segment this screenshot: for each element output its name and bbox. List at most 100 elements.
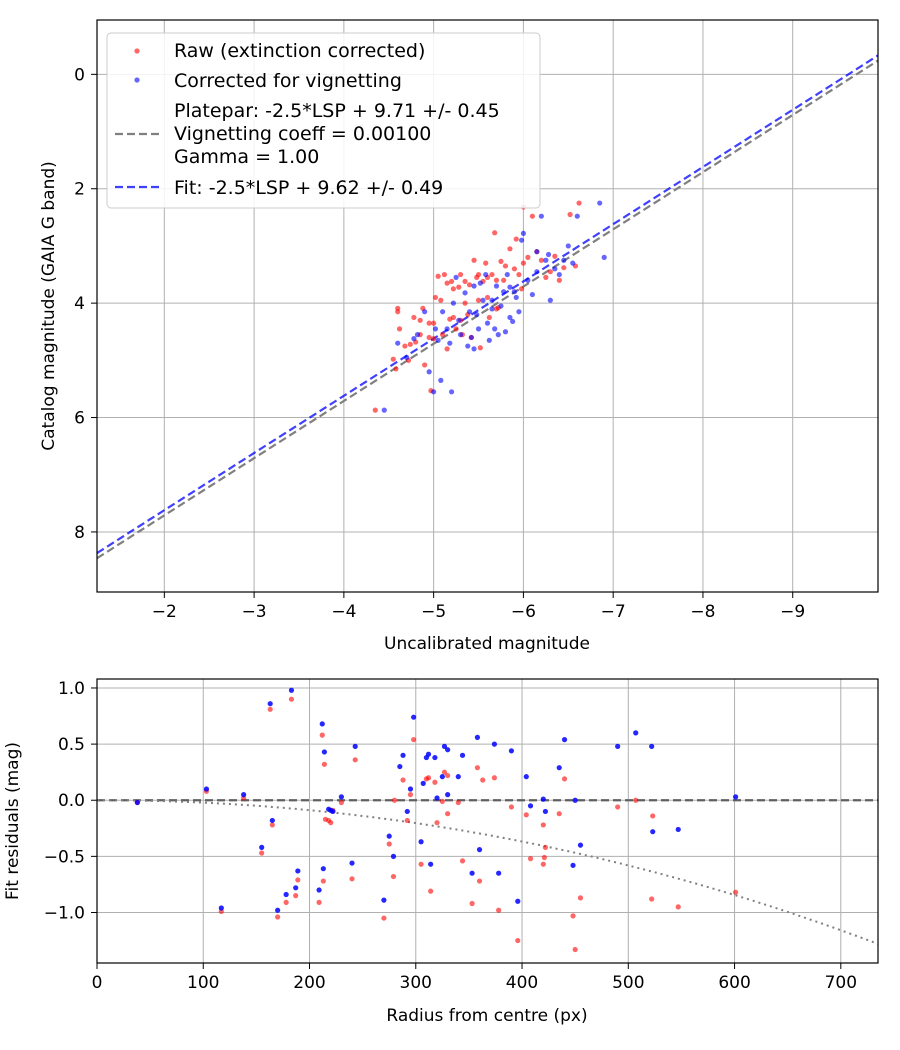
corrected-point bbox=[545, 251, 552, 258]
legend-label-platepar: Platepar: -2.5*LSP + 9.71 +/- 0.45 Vigne… bbox=[174, 100, 506, 168]
corrected-point bbox=[565, 243, 571, 249]
raw-point bbox=[457, 271, 464, 278]
top-y-tick-label: 2 bbox=[74, 180, 85, 200]
corrected-point bbox=[471, 283, 477, 289]
raw-residual-point bbox=[650, 813, 656, 819]
raw-point bbox=[519, 286, 525, 292]
raw-residual-point bbox=[733, 889, 739, 895]
corrected-residual-point bbox=[434, 795, 440, 801]
corrected-point bbox=[404, 354, 410, 361]
raw-residual-point bbox=[338, 799, 344, 806]
corrected-residual-point bbox=[615, 743, 621, 749]
top-x-tick-label: −6 bbox=[511, 602, 536, 622]
top-x-tick-label: −9 bbox=[780, 602, 805, 622]
corrected-point bbox=[510, 318, 516, 325]
corrected-point bbox=[447, 340, 453, 346]
corrected-point bbox=[504, 271, 510, 278]
legend-box bbox=[106, 32, 541, 209]
corrected-residual-point bbox=[381, 897, 387, 903]
corrected-point bbox=[457, 332, 464, 338]
bottom-axes-frame bbox=[96, 678, 879, 964]
raw-residual-point bbox=[515, 937, 521, 944]
raw-residual-point bbox=[349, 876, 355, 882]
corrected-point bbox=[438, 377, 444, 383]
corrected-point bbox=[477, 280, 483, 286]
raw-point bbox=[561, 265, 567, 271]
top-fit-lines bbox=[96, 54, 879, 560]
raw-point bbox=[395, 305, 401, 311]
corrected-point bbox=[484, 320, 491, 326]
raw-point bbox=[407, 341, 413, 347]
raw-point bbox=[475, 297, 482, 303]
corrected-point bbox=[502, 329, 509, 335]
corrected-residual-point bbox=[527, 803, 534, 809]
corrected-point bbox=[543, 257, 549, 263]
corrected-point bbox=[480, 297, 486, 303]
raw-residual-point bbox=[411, 737, 417, 743]
raw-point bbox=[372, 407, 378, 413]
top-chart: −2 −3 −4 −5 −6 −7 −8 −9 0 2 4 6 8 Uncalibrated magn… bbox=[39, 19, 879, 654]
raw-point bbox=[501, 277, 507, 283]
corrected-residual-point bbox=[675, 826, 681, 833]
corrected-residual-point bbox=[508, 748, 515, 754]
raw-point bbox=[417, 317, 423, 323]
corrected-residual-point bbox=[542, 808, 549, 815]
raw-residual-point bbox=[320, 878, 326, 884]
corrected-point bbox=[471, 346, 477, 352]
corrected-residual-point bbox=[411, 714, 417, 720]
corrected-residual-point bbox=[397, 763, 403, 770]
raw-point bbox=[483, 260, 489, 266]
top-x-tick-label: −5 bbox=[421, 602, 446, 622]
raw-point bbox=[432, 294, 439, 301]
platepar-line bbox=[96, 59, 879, 560]
raw-point bbox=[486, 314, 492, 321]
corrected-point bbox=[462, 290, 468, 296]
corrected-residual-point bbox=[650, 829, 656, 835]
top-x-tick-label: −2 bbox=[152, 602, 177, 622]
corrected-residual-point bbox=[420, 780, 426, 786]
bottom-x-axis-label: Radius from centre (px) bbox=[386, 1006, 587, 1026]
corrected-point bbox=[435, 337, 441, 343]
raw-residual-point bbox=[288, 696, 295, 702]
raw-residual-point bbox=[577, 895, 584, 901]
raw-residual-point bbox=[561, 776, 568, 782]
corrected-residual-point bbox=[491, 741, 498, 747]
legend-marker-corrected bbox=[134, 77, 140, 83]
corrected-point bbox=[507, 284, 513, 290]
corrected-residual-point bbox=[319, 721, 325, 727]
corrected-point bbox=[474, 311, 480, 318]
raw-point bbox=[441, 271, 448, 278]
raw-point bbox=[493, 306, 500, 312]
corrected-point bbox=[466, 309, 473, 315]
raw-residual-point bbox=[675, 904, 681, 910]
raw-residual-point bbox=[391, 797, 398, 803]
corrected-residual-point bbox=[733, 794, 739, 800]
corrected-residual-point bbox=[445, 792, 451, 798]
raw-point bbox=[426, 320, 432, 326]
corrected-point bbox=[450, 300, 456, 306]
corrected-point bbox=[483, 271, 489, 278]
raw-residual-point bbox=[316, 899, 322, 905]
corrected-point bbox=[465, 343, 471, 349]
corrected-point bbox=[538, 213, 544, 219]
raw-point bbox=[390, 356, 396, 362]
corrected-residual-point bbox=[561, 737, 568, 743]
raw-point bbox=[435, 273, 441, 279]
bottom-y-tick-label: −1.0 bbox=[44, 903, 85, 923]
raw-residual-point bbox=[425, 775, 432, 781]
corrected-residual-point bbox=[556, 765, 562, 771]
raw-point bbox=[520, 260, 527, 266]
raw-residual-point bbox=[295, 877, 301, 883]
legend-marker-raw bbox=[134, 48, 140, 54]
top-y-tick-label: 8 bbox=[74, 523, 85, 543]
raw-point bbox=[411, 314, 417, 321]
bottom-scatter-points bbox=[134, 687, 739, 953]
raw-residual-point bbox=[267, 706, 273, 712]
raw-point bbox=[393, 366, 399, 372]
raw-residual-point bbox=[386, 841, 392, 847]
corrected-point bbox=[422, 309, 428, 315]
raw-residual-point bbox=[508, 804, 515, 810]
raw-point bbox=[511, 266, 518, 272]
corrected-point bbox=[468, 334, 474, 341]
